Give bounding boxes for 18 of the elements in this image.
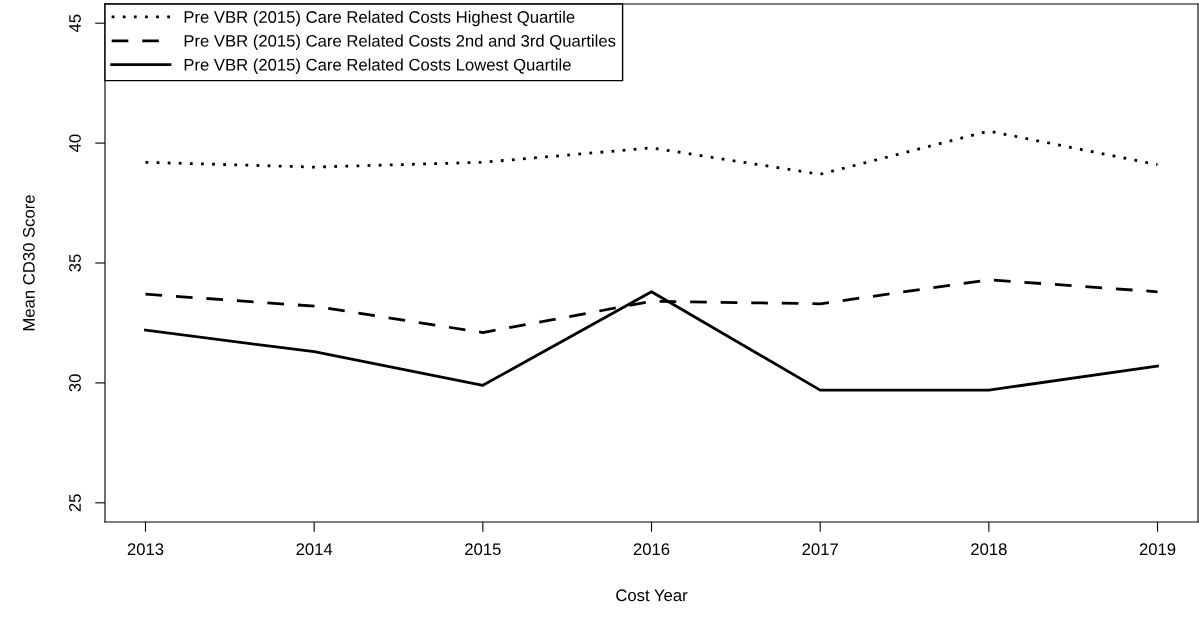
x-axis-title: Cost Year	[616, 589, 688, 602]
line-series	[144, 129, 1159, 176]
y-tick-label: 40	[69, 134, 81, 152]
y-tick-label: 30	[69, 374, 81, 392]
x-tick-label: 2017	[802, 543, 838, 556]
x-tick-label: 2013	[127, 543, 164, 556]
x-tick-label: 2014	[296, 543, 333, 556]
x-tick-label: 2019	[1139, 543, 1176, 556]
y-tick-label: 25	[69, 494, 81, 512]
legend-label: Pre VBR (2015) Care Related Costs 2nd and 3rd Quartiles	[184, 34, 616, 51]
legend-label: Pre VBR (2015) Care Related Costs Highest Quartile	[184, 10, 575, 27]
y-tick-label: 45	[69, 14, 81, 33]
x-tick-label: 2016	[633, 543, 670, 556]
legend-label: Pre VBR (2015) Care Related Costs Lowest Quartile	[184, 58, 571, 74]
y-tick-label: 35	[69, 254, 81, 272]
x-tick-label: 2015	[465, 543, 501, 556]
x-tick-label: 2018	[971, 543, 1007, 556]
y-axis-title: Mean CD30 Score	[22, 195, 35, 331]
